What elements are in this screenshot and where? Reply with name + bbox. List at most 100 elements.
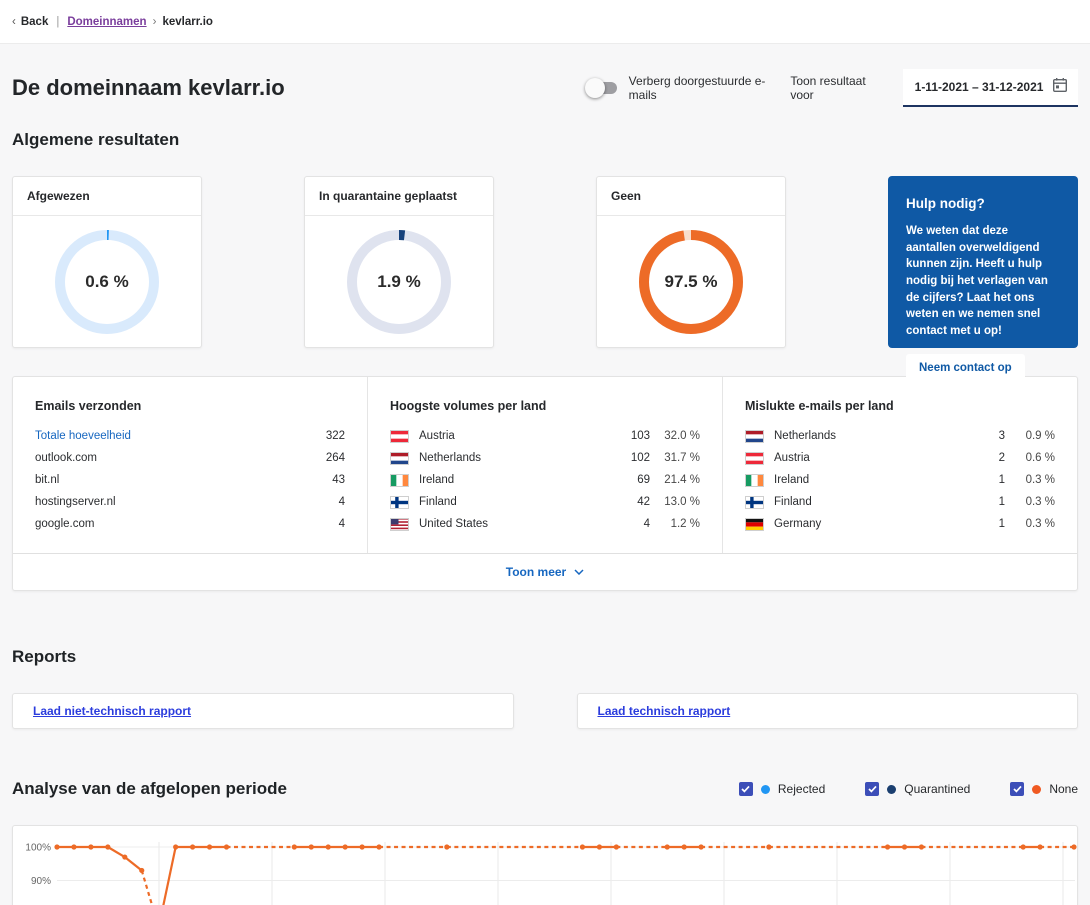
svg-text:100%: 100% <box>25 843 51 854</box>
nl-flag-icon <box>390 451 409 465</box>
country-count: 4 <box>643 518 650 530</box>
toggle-label: Verberg doorgestuurde e-mails <box>628 74 766 102</box>
general-results-heading: Algemene resultaten <box>12 130 180 149</box>
line-chart: 100% 90% <box>25 842 1077 905</box>
country-label: Finland <box>419 496 457 508</box>
email-sender-row: outlook.com 264 <box>35 447 345 469</box>
analysis-chart: 100% 90% <box>12 825 1078 905</box>
legend-checkbox-none[interactable] <box>1010 782 1025 796</box>
legend-dot-icon <box>887 784 897 794</box>
legend-dot-icon <box>760 784 770 794</box>
country-count: 1 <box>998 496 1005 508</box>
calendar-icon[interactable] <box>1052 77 1068 98</box>
donut-card: In quarantaine geplaatst 1.9 % <box>304 176 494 348</box>
report-card-nontechnical: Laad niet-technisch rapport <box>12 693 514 729</box>
svg-text:90%: 90% <box>31 876 51 887</box>
donut-chart: 1.9 % <box>346 229 452 335</box>
ie-flag-icon <box>745 473 764 487</box>
country-label: United States <box>419 518 489 530</box>
emails-sent-heading: Emails verzonden <box>35 399 142 413</box>
country-percent: 31.7 % <box>664 452 700 464</box>
country-label: Ireland <box>774 474 810 486</box>
email-sender-row: Totale hoeveelheid 322 <box>35 425 345 447</box>
country-count: 1 <box>998 474 1005 486</box>
sender-label: google.com <box>35 518 95 530</box>
sender-count: 264 <box>325 452 345 464</box>
email-sender-row: google.com 4 <box>35 513 345 535</box>
sender-label: hostingserver.nl <box>35 496 116 508</box>
page-title: De domeinnaam kevlarr.io <box>12 75 285 100</box>
country-percent: 13.0 % <box>664 496 700 508</box>
country-row: Ireland 69 21.4 % <box>390 469 700 491</box>
legend-dot-icon <box>1032 784 1042 794</box>
donut-value: 0.6 % <box>85 271 129 291</box>
ie-flag-icon <box>390 473 409 487</box>
reports-heading: Reports <box>12 647 77 666</box>
country-label: Netherlands <box>419 452 482 464</box>
country-label: Ireland <box>419 474 455 486</box>
country-percent: 0.3 % <box>1025 474 1055 486</box>
fi-flag-icon <box>390 495 409 509</box>
load-nontechnical-report-link[interactable]: Laad niet-technisch rapport <box>33 704 192 718</box>
country-percent: 0.6 % <box>1025 452 1055 464</box>
country-row: Finland 1 0.3 % <box>745 491 1055 513</box>
back-chevron-icon: ‹ <box>12 15 16 28</box>
hide-forwarded-toggle[interactable] <box>584 78 619 98</box>
country-row: Finland 42 13.0 % <box>390 491 700 513</box>
date-range-input[interactable]: 1-11-2021 – 31-12-2021 <box>902 69 1078 107</box>
country-label: Austria <box>774 452 810 464</box>
country-row: Netherlands 3 0.9 % <box>745 425 1055 447</box>
sender-label: bit.nl <box>35 474 60 486</box>
country-count: 1 <box>998 518 1005 530</box>
country-count: 2 <box>998 452 1005 464</box>
report-card-technical: Laad technisch rapport <box>576 693 1078 729</box>
at-flag-icon <box>390 429 409 443</box>
contact-button[interactable]: Neem contact op <box>906 353 1025 382</box>
toggle-knob <box>584 78 605 98</box>
country-percent: 0.3 % <box>1025 496 1055 508</box>
legend-checkbox-rejected[interactable] <box>738 782 753 796</box>
country-label: Finland <box>774 496 812 508</box>
breadcrumb-chevron-icon: › <box>152 15 157 28</box>
chart-legend: Rejected Quarantined None <box>738 782 1078 796</box>
legend-item-quarantined: Quarantined <box>865 782 970 796</box>
failed-by-country-column: Mislukte e-mails per land Netherlands 3 … <box>722 377 1077 553</box>
breadcrumb-current: kevlarr.io <box>162 15 213 28</box>
country-row: Austria 2 0.6 % <box>745 447 1055 469</box>
failed-heading: Mislukte e-mails per land <box>745 399 894 413</box>
country-row: Ireland 1 0.3 % <box>745 469 1055 491</box>
country-count: 102 <box>630 452 650 464</box>
country-row: Austria 103 32.0 % <box>390 425 700 447</box>
at-flag-icon <box>745 451 764 465</box>
country-count: 3 <box>998 430 1005 442</box>
legend-label: None <box>1049 782 1078 796</box>
donut-chart: 97.5 % <box>638 229 744 335</box>
back-button[interactable]: Back <box>20 15 49 28</box>
sender-count: 4 <box>338 496 345 508</box>
email-sender-row: bit.nl 43 <box>35 469 345 491</box>
breadcrumb-domains-link[interactable]: Domeinnamen <box>67 15 147 28</box>
breadcrumb-separator: | <box>56 15 60 28</box>
total-amount-link[interactable]: Totale hoeveelheid <box>35 430 131 442</box>
donut-card-title: In quarantaine geplaatst <box>305 177 493 216</box>
stats-card: Emails verzonden Totale hoeveelheid 322 … <box>12 376 1078 591</box>
country-percent: 32.0 % <box>664 430 700 442</box>
legend-checkbox-quarantined[interactable] <box>865 782 880 796</box>
volumes-heading: Hoogste volumes per land <box>390 399 547 413</box>
donut-chart: 0.6 % <box>54 229 160 335</box>
de-flag-icon <box>745 517 764 531</box>
breadcrumb: ‹ Back | Domeinnamen › kevlarr.io <box>0 0 1090 44</box>
sender-label: outlook.com <box>35 452 98 464</box>
date-filter-label: Toon resultaat voor <box>790 74 866 102</box>
load-technical-report-link[interactable]: Laad technisch rapport <box>597 704 731 718</box>
show-more-button[interactable]: Toon meer <box>506 565 584 579</box>
legend-item-rejected: Rejected <box>738 782 825 796</box>
donut-card: Afgewezen 0.6 % <box>12 176 202 348</box>
country-label: Austria <box>419 430 455 442</box>
general-results-cards: Afgewezen 0.6 % In quarantaine geplaatst… <box>12 176 1078 382</box>
volumes-by-country-column: Hoogste volumes per land Austria 103 32.… <box>367 377 722 553</box>
country-label: Germany <box>774 518 822 530</box>
donut-value: 1.9 % <box>377 271 421 291</box>
us-flag-icon <box>390 517 409 531</box>
sender-count: 4 <box>338 518 345 530</box>
